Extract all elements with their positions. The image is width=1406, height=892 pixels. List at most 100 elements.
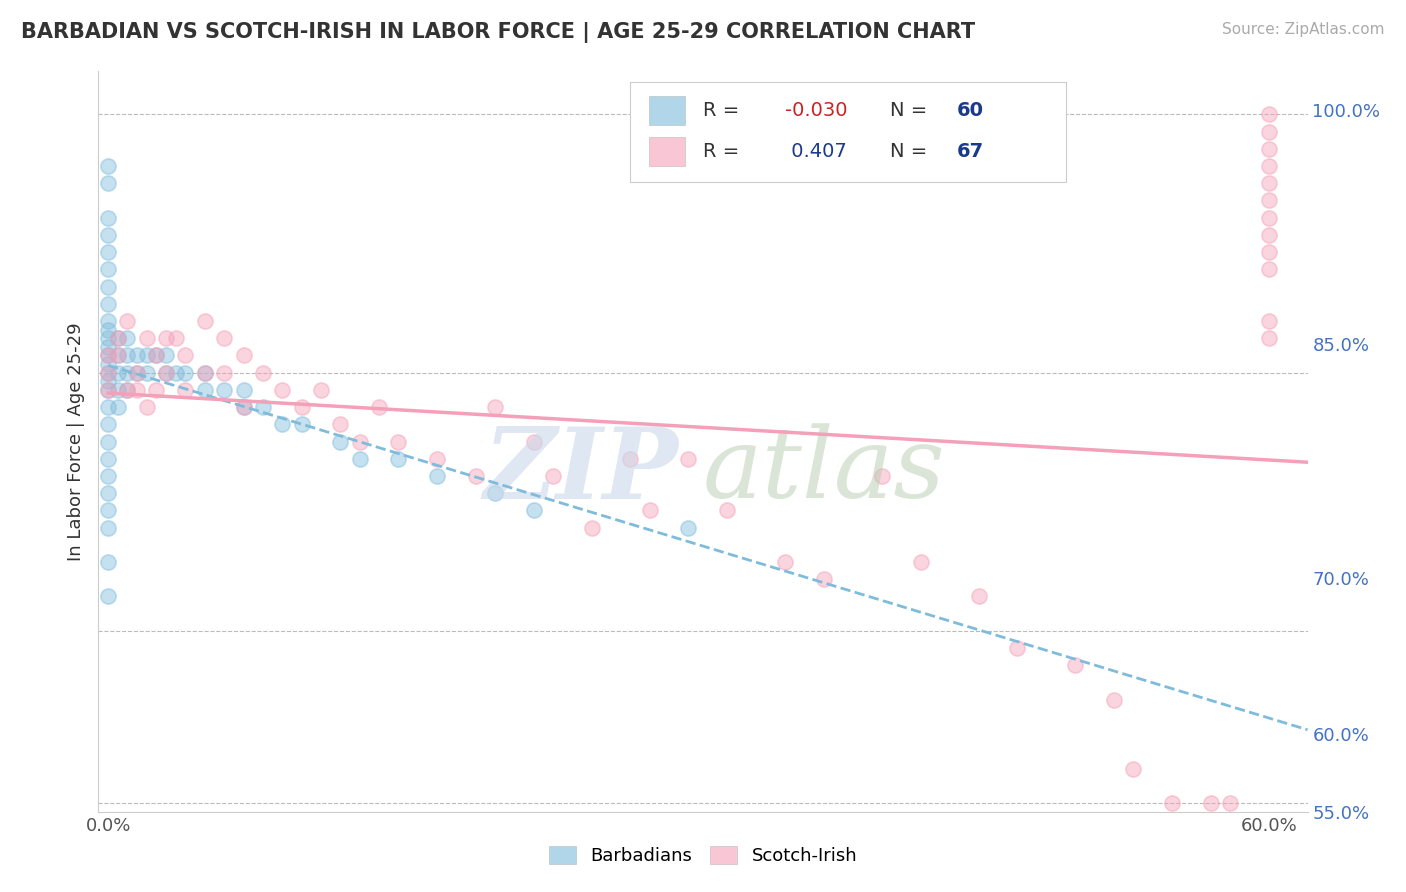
Point (97, 211, 120, 225)
Point (1219, 796, 1241, 810)
Point (97, 262, 120, 277)
Point (97, 366, 120, 380)
Point (117, 366, 139, 380)
Point (107, 331, 129, 345)
Point (773, 555, 796, 569)
Point (1007, 641, 1029, 656)
Point (97, 374, 120, 388)
Point (678, 521, 700, 535)
Point (97, 314, 120, 328)
Text: N =: N = (890, 101, 934, 120)
Point (97, 323, 120, 337)
Point (212, 383, 235, 397)
Point (97, 469, 120, 483)
Point (97, 400, 120, 414)
Point (1257, 227, 1279, 242)
Text: 67: 67 (957, 142, 984, 161)
FancyBboxPatch shape (648, 95, 685, 126)
Text: 60: 60 (957, 101, 984, 120)
Point (135, 331, 157, 345)
Point (1257, 262, 1279, 277)
Point (97, 486, 120, 500)
Point (619, 451, 641, 466)
Point (97, 340, 120, 354)
Text: R =: R = (703, 142, 745, 161)
Point (1064, 658, 1087, 673)
Point (1161, 796, 1184, 810)
Point (870, 469, 893, 483)
Point (290, 417, 312, 432)
Point (174, 348, 197, 362)
Point (1257, 211, 1279, 225)
Point (464, 469, 486, 483)
Point (127, 348, 149, 362)
Point (145, 348, 167, 362)
Text: -0.030: -0.030 (785, 101, 848, 120)
Point (97, 245, 120, 260)
Point (107, 348, 129, 362)
Point (523, 434, 546, 449)
Point (1257, 125, 1279, 139)
Point (1257, 331, 1279, 345)
Point (523, 503, 546, 517)
Point (349, 434, 371, 449)
Point (387, 434, 409, 449)
Point (97, 227, 120, 242)
Y-axis label: In Labor Force | Age 25-29: In Labor Force | Age 25-29 (66, 322, 84, 561)
Point (135, 366, 157, 380)
Text: N =: N = (890, 142, 934, 161)
Point (127, 383, 149, 397)
Point (967, 590, 990, 604)
Point (174, 366, 197, 380)
Point (290, 400, 312, 414)
Point (127, 366, 149, 380)
Point (1122, 762, 1144, 776)
Point (117, 331, 139, 345)
Point (387, 451, 409, 466)
Point (1257, 194, 1279, 208)
Point (155, 366, 177, 380)
Point (194, 366, 217, 380)
Point (426, 451, 449, 466)
Point (155, 331, 177, 345)
Point (97, 417, 120, 432)
Point (97, 434, 120, 449)
Point (813, 572, 835, 586)
Point (678, 451, 700, 466)
Point (97, 503, 120, 517)
Point (426, 469, 449, 483)
Point (97, 176, 120, 190)
Point (232, 348, 254, 362)
Point (97, 279, 120, 293)
Point (155, 366, 177, 380)
Point (1199, 796, 1222, 810)
Point (145, 348, 167, 362)
Point (97, 366, 120, 380)
Point (97, 383, 120, 397)
Point (212, 331, 235, 345)
FancyBboxPatch shape (630, 82, 1066, 183)
Point (1257, 176, 1279, 190)
Point (309, 383, 332, 397)
Point (1257, 142, 1279, 156)
Point (97, 521, 120, 535)
Point (252, 366, 274, 380)
Point (174, 383, 197, 397)
Point (97, 331, 120, 345)
Point (349, 451, 371, 466)
Point (581, 521, 603, 535)
Text: atlas: atlas (703, 424, 946, 519)
Point (271, 383, 294, 397)
Point (1257, 245, 1279, 260)
Text: BARBADIAN VS SCOTCH-IRISH IN LABOR FORCE | AGE 25-29 CORRELATION CHART: BARBADIAN VS SCOTCH-IRISH IN LABOR FORCE… (21, 22, 976, 44)
Text: R =: R = (703, 101, 745, 120)
Point (135, 400, 157, 414)
Point (117, 314, 139, 328)
Point (541, 469, 564, 483)
Point (194, 366, 217, 380)
Point (1257, 159, 1279, 173)
Point (97, 348, 120, 362)
Point (716, 503, 738, 517)
Point (97, 348, 120, 362)
Point (910, 555, 932, 569)
